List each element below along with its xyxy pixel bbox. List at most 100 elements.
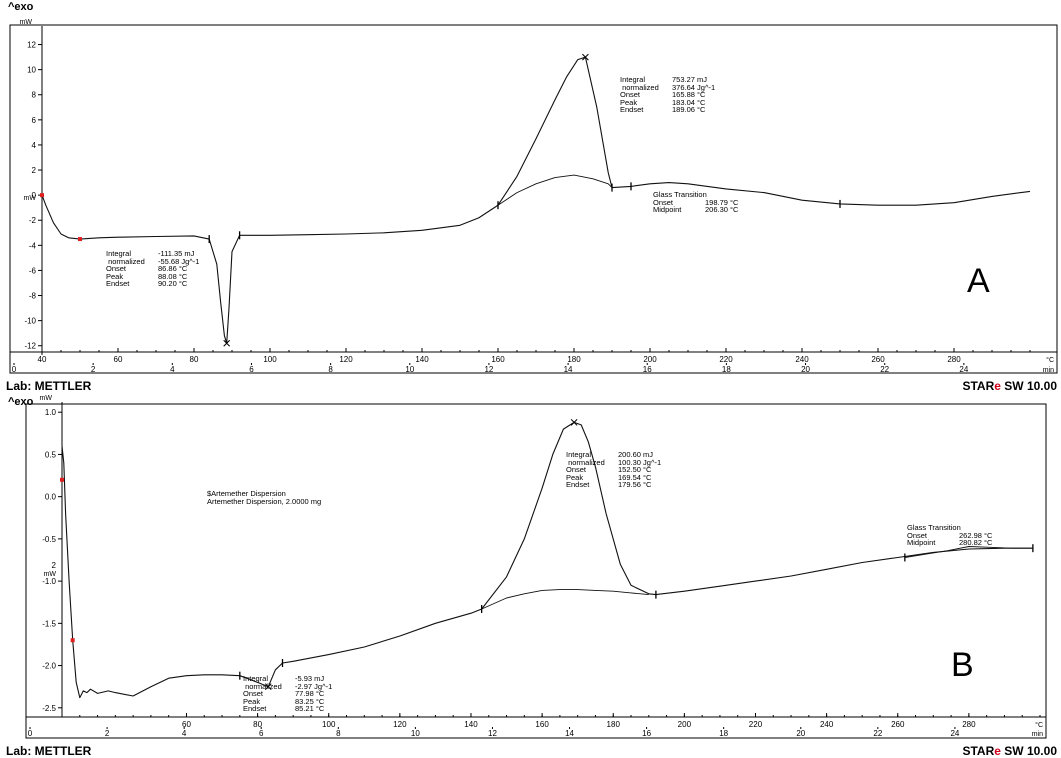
y-tick-label: 2 <box>32 166 37 175</box>
time-tick-label: 6 <box>259 729 264 738</box>
x-tick-label: 120 <box>339 355 353 364</box>
x-tick-label: 120 <box>393 720 407 729</box>
y-tick-label: 4 <box>32 141 37 150</box>
peak-marker <box>570 419 578 426</box>
x-tick-label: 280 <box>947 355 961 364</box>
start-marker <box>60 477 64 482</box>
panel-letter: A <box>967 262 990 300</box>
y-tick-label: -6 <box>29 266 37 275</box>
y-tick-label: 0.5 <box>45 450 57 459</box>
annotation-key: Integral <box>106 249 132 258</box>
y-tick-label: -0.5 <box>42 535 56 544</box>
annotation-line: Onset 77.98 °C <box>243 690 332 698</box>
time-tick-label: 24 <box>950 729 959 738</box>
time-tick-label: 2 <box>105 729 110 738</box>
annotation-line: Peak 88.08 °C <box>106 272 199 281</box>
annotation-value: 83.25 °C <box>295 696 325 706</box>
annotation-line: Onset 152.50 °C <box>566 466 661 474</box>
annotation-value: 90.20 °C <box>158 279 188 289</box>
time-tick-label: 6 <box>249 365 254 374</box>
annotation-value: 376.64 Jg^-1 <box>672 82 716 92</box>
annotation-key: Integral <box>243 674 269 683</box>
annotation-value: 189.06 °C <box>672 105 706 115</box>
y-tick-label: -1.0 <box>42 577 56 586</box>
annotation-value: 753.27 mJ <box>672 75 708 84</box>
annotation-key: Integral <box>566 450 592 459</box>
y-tick-label: 12 <box>27 41 36 50</box>
annotation-key: Endset <box>106 279 130 289</box>
annotation-key: Onset <box>907 530 928 540</box>
time-tick-label: 22 <box>880 365 889 374</box>
annotation-value: -55.68 Jg^-1 <box>158 256 200 266</box>
annotation-value: 165.88 °C <box>672 90 706 100</box>
annotation-line: Endset 189.06 °C <box>620 106 715 114</box>
annotation-line: Glass Transition <box>653 191 738 199</box>
y-tick-label: -12 <box>24 342 36 351</box>
software-label: STARe SW 10.00 <box>962 744 1057 758</box>
annotation-line: Integral 753.27 mJ <box>620 76 715 84</box>
time-tick-label: 20 <box>801 365 810 374</box>
baseline-curve <box>481 589 649 610</box>
x-tick-label: 220 <box>749 720 763 729</box>
peak-marker <box>223 339 231 347</box>
annotation-key: Onset <box>566 465 587 475</box>
x-tick-label: 200 <box>678 720 692 729</box>
time-tick-label: 14 <box>564 365 573 374</box>
x-unit-top: °C <box>1035 721 1043 729</box>
x-tick-label: 140 <box>415 355 429 364</box>
annotation-value: 169.54 °C <box>618 472 652 482</box>
x-tick-label: 200 <box>643 355 657 364</box>
annotation-key: Peak <box>243 696 261 706</box>
annotation-value: 86.86 °C <box>158 264 188 274</box>
sample-description: Artemether Dispersion, 2.0000 mg <box>207 497 322 506</box>
baseline-curve <box>478 174 613 219</box>
time-tick-label: 22 <box>873 729 882 738</box>
annotation-glass-transition: Glass Transition Onset 262.98 °C Midpoint 28… <box>907 524 992 547</box>
y-tick-label: -10 <box>24 317 36 326</box>
x-tick-label: 180 <box>607 720 621 729</box>
annotation-line: Midpoint 280.82 °C <box>907 539 992 547</box>
panel-letter: B <box>951 646 974 684</box>
time-tick-label: 24 <box>959 365 968 374</box>
y-axis-label: mW <box>20 19 33 26</box>
annotation-value: -5.93 mJ <box>295 674 325 683</box>
lab-label: Lab: METTLER <box>6 744 92 758</box>
x-tick-label: 240 <box>795 355 809 364</box>
y-axis-label-secondary: mW <box>24 195 37 202</box>
annotation-key: Peak <box>620 97 638 107</box>
annotation-line: Peak 183.04 °C <box>620 97 715 107</box>
annotation-value: 77.98 °C <box>295 689 325 699</box>
x-tick-label: 100 <box>322 720 336 729</box>
time-tick-label: 4 <box>182 729 187 738</box>
x-tick-label: 180 <box>567 355 581 364</box>
dsc-panel-a: ^exo 12 10 8 6 4 2 0 -2 -4 -6 -8 -10 -12 mW mW 40 60 80 10… <box>6 1 1058 393</box>
start-marker <box>70 638 75 643</box>
annotation-line: Onset 86.86 °C <box>106 265 199 273</box>
peak-marker <box>264 683 272 691</box>
x-unit-top: °C <box>1046 356 1054 364</box>
y-tick-label: -1.5 <box>42 619 56 628</box>
time-tick-label: 16 <box>642 729 651 738</box>
lab-label: Lab: METTLER <box>6 379 92 393</box>
dsc-panel-b: ^exo 1.0 0.5 0.0 -0.5 -1.0 -1.5 -2.0 -2.5 mW mW 2 6… <box>0 392 1061 758</box>
time-tick-label: 4 <box>170 365 175 374</box>
annotation-line: normalized -55.68 Jg^-1 <box>106 256 200 266</box>
x-tick-label: 80 <box>253 720 262 729</box>
y-tick-label: -2 <box>29 216 37 225</box>
annotation-line: normalized -2.97 Jg^-1 <box>243 682 332 691</box>
time-tick-label: 10 <box>405 365 414 374</box>
annotation-line: normalized 100.30 Jg^-1 <box>566 458 661 467</box>
annotation-endotherm: Integral -5.93 mJ normalized -2.97 Jg^-1 On… <box>243 675 332 713</box>
time-tick-label: 20 <box>796 729 805 738</box>
time-tick-label: 14 <box>565 729 574 738</box>
time-tick-label: 18 <box>719 729 728 738</box>
y-tick-label: 8 <box>32 91 37 100</box>
annotation-line: Midpoint 206.30 °C <box>653 206 738 214</box>
brand-name: STAR <box>962 379 995 393</box>
sample-info: $Artemether Dispersion Artemether Disper… <box>207 490 321 506</box>
annotation-key: Onset <box>653 197 674 207</box>
software-version: SW 10.00 <box>1004 379 1057 393</box>
annotation-line: Peak 169.54 °C <box>566 472 661 482</box>
x-tick-label: 260 <box>891 720 905 729</box>
y-tick-label-secondary: 2 <box>52 561 57 570</box>
